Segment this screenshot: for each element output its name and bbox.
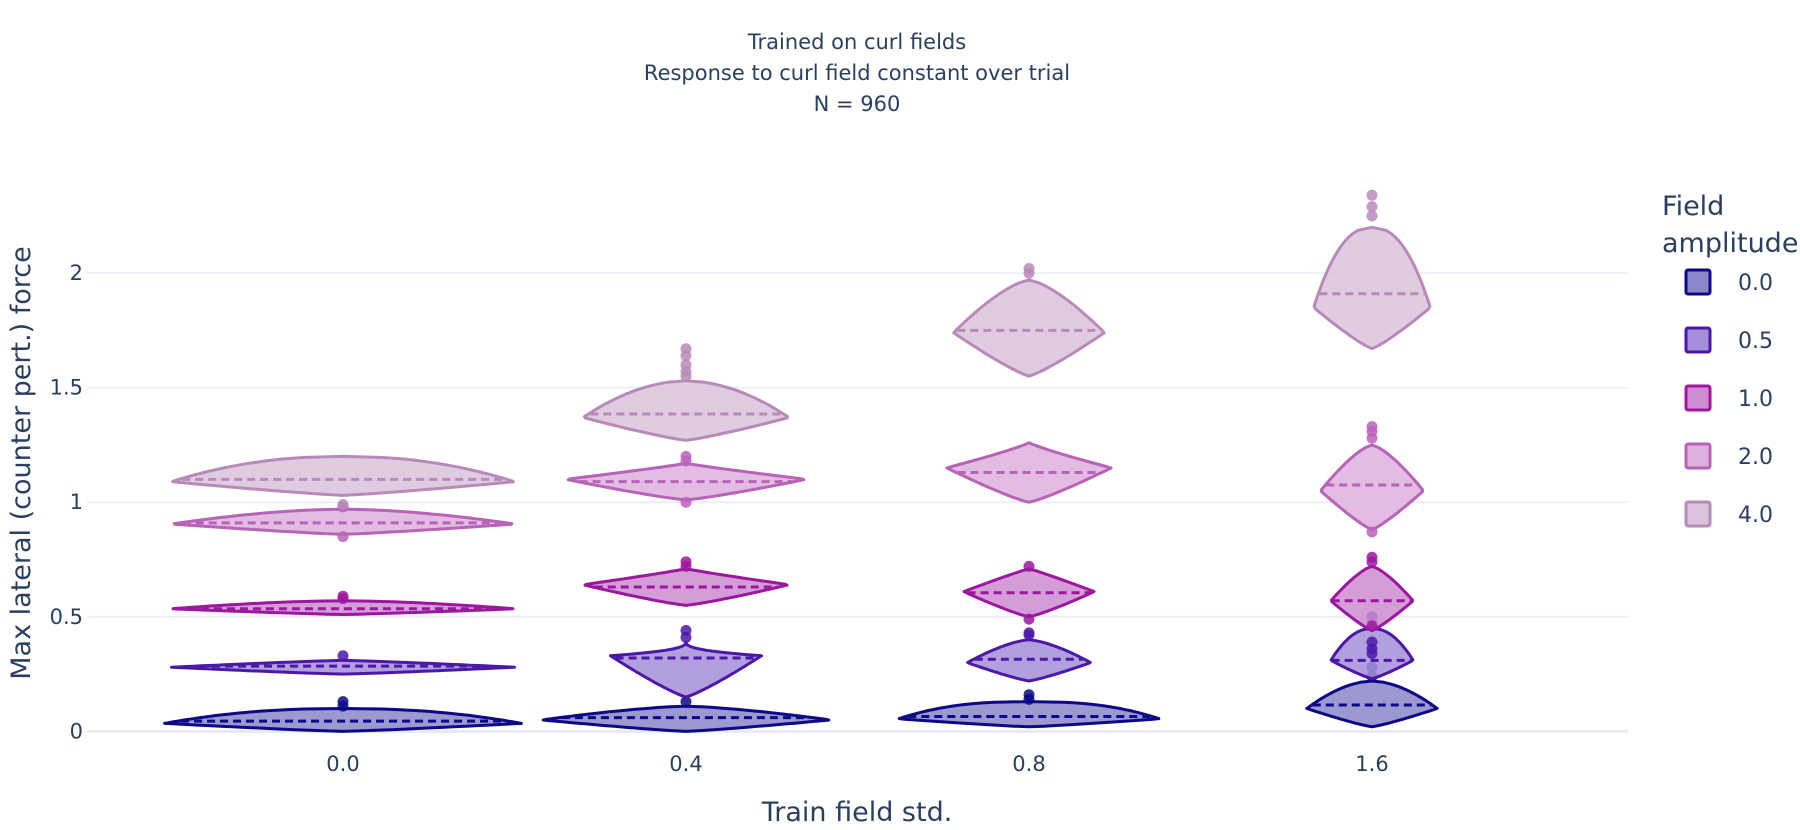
- outlier-point: [337, 499, 349, 511]
- y-tick-label: 0: [70, 719, 83, 743]
- legend: Field amplitude 0.0 0.5 1.0 2.0 4.0: [1662, 191, 1798, 528]
- x-axis-title: Train field std.: [761, 797, 953, 828]
- x-tick-label: 0.4: [669, 752, 702, 776]
- violin-layer: [163, 189, 1439, 733]
- violin-body: [171, 454, 515, 497]
- outlier-point: [1366, 201, 1378, 213]
- outlier-point: [680, 496, 692, 508]
- y-tick-label: 2: [70, 261, 83, 285]
- outlier-point: [1366, 189, 1378, 201]
- outlier-point: [1023, 560, 1035, 572]
- outlier-point: [1366, 620, 1378, 632]
- outlier-point: [680, 450, 692, 462]
- legend-title-line-2: amplitude: [1662, 228, 1798, 259]
- outlier-point: [1023, 627, 1035, 639]
- legend-label: 2.0: [1738, 445, 1773, 470]
- legend-swatch: [1684, 442, 1712, 470]
- legend-swatch: [1684, 384, 1712, 412]
- chart-title-line-1: Trained on curl fields: [747, 30, 966, 54]
- x-tick-label: 0.8: [1012, 752, 1045, 776]
- legend-swatch: [1684, 326, 1712, 354]
- chart-title: Trained on curl fields Response to curl …: [644, 30, 1070, 116]
- legend-item[interactable]: 0.0: [1684, 268, 1773, 296]
- outlier-point: [680, 556, 692, 568]
- x-axis-ticks: 0.0 0.4 0.8 1.6: [326, 752, 1388, 776]
- x-tick-label: 1.6: [1355, 752, 1388, 776]
- legend-swatch: [1684, 500, 1712, 528]
- outlier-point: [1023, 689, 1035, 701]
- outlier-point: [1366, 551, 1378, 563]
- outlier-point: [680, 696, 692, 708]
- outlier-point: [337, 531, 349, 543]
- legend-label: 1.0: [1738, 387, 1773, 412]
- outlier-point: [1366, 636, 1378, 648]
- chart-title-line-2: Response to curl field constant over tri…: [644, 61, 1070, 85]
- y-tick-label: 0.5: [50, 605, 83, 629]
- outlier-point: [680, 343, 692, 355]
- legend-item[interactable]: 4.0: [1684, 500, 1773, 528]
- violin-body: [609, 640, 763, 699]
- legend-label: 0.0: [1738, 271, 1773, 296]
- violin-body: [897, 700, 1161, 729]
- y-tick-label: 1.5: [50, 376, 83, 400]
- legend-label: 4.0: [1738, 503, 1773, 528]
- violin-body: [1312, 225, 1432, 351]
- outlier-point: [1023, 613, 1035, 625]
- legend-item[interactable]: 2.0: [1684, 442, 1773, 470]
- legend-item[interactable]: 1.0: [1684, 384, 1773, 412]
- outlier-point: [337, 650, 349, 662]
- outlier-point: [1366, 210, 1378, 222]
- legend-swatch: [1684, 268, 1712, 296]
- legend-label: 0.5: [1738, 329, 1773, 354]
- legend-items: 0.0 0.5 1.0 2.0 4.0: [1684, 268, 1773, 528]
- outlier-point: [337, 590, 349, 602]
- violin-body: [583, 379, 789, 442]
- outlier-point: [337, 696, 349, 708]
- chart-title-line-3: N = 960: [814, 92, 901, 116]
- outlier-point: [1366, 421, 1378, 433]
- outlier-point: [680, 359, 692, 371]
- legend-title-line-1: Field: [1662, 191, 1724, 222]
- violin-body: [952, 278, 1106, 378]
- x-tick-label: 0.0: [326, 752, 359, 776]
- outlier-point: [1366, 526, 1378, 538]
- outlier-point: [1023, 263, 1035, 275]
- violin-body: [1320, 443, 1424, 532]
- y-axis-title: Max lateral (counter pert.) force: [6, 246, 37, 680]
- y-tick-label: 1: [70, 490, 83, 514]
- legend-item[interactable]: 0.5: [1684, 326, 1773, 354]
- outlier-point: [680, 625, 692, 637]
- y-axis-ticks: 0 0.5 1 1.5 2: [50, 261, 83, 743]
